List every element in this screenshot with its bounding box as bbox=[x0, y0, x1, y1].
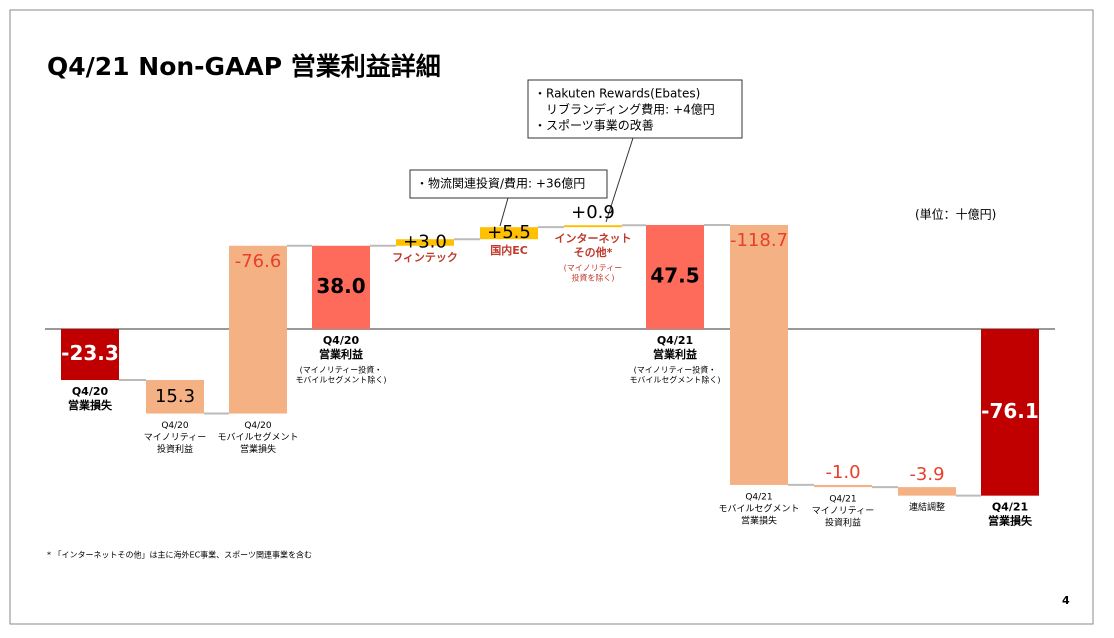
value-label: +0.9 bbox=[571, 202, 615, 223]
annotation-box bbox=[527, 79, 743, 139]
value-label: -118.7 bbox=[730, 230, 788, 251]
value-label: -23.3 bbox=[61, 341, 119, 365]
category-label: Q4/21 bbox=[745, 492, 772, 502]
value-label: -76.1 bbox=[981, 399, 1039, 423]
value-label: 15.3 bbox=[155, 386, 195, 407]
callout-line bbox=[499, 197, 509, 227]
category-label: 営業損失 bbox=[68, 398, 113, 412]
bar bbox=[146, 380, 204, 414]
value-label: -76.6 bbox=[235, 251, 282, 272]
category-label: モバイルセグメント bbox=[718, 502, 799, 514]
category-label: 営業利益 bbox=[319, 347, 363, 361]
bar bbox=[814, 484, 872, 488]
bar bbox=[61, 329, 119, 381]
footnote: * 「インターネットその他」は主に海外EC事業、スポーツ関連事業を含む bbox=[47, 550, 312, 560]
value-label: 47.5 bbox=[650, 263, 699, 287]
value-label: +5.5 bbox=[487, 222, 531, 243]
category-label: 営業利益 bbox=[653, 347, 697, 361]
category-label: Q4/20 bbox=[323, 334, 360, 347]
category-label: 営業損失 bbox=[741, 514, 777, 526]
category-note: (マイノリティー bbox=[564, 264, 623, 273]
category-note: (マイノリティー投資・ bbox=[634, 365, 717, 375]
callout-line bbox=[605, 137, 634, 223]
category-label: Q4/20 bbox=[244, 421, 272, 431]
bar bbox=[480, 227, 538, 240]
category-label: その他* bbox=[574, 245, 613, 259]
category-label: 投資利益 bbox=[825, 517, 861, 529]
category-label: Q4/20 bbox=[72, 385, 109, 398]
category-label: モバイルセグメント bbox=[217, 431, 298, 443]
frame bbox=[9, 9, 1094, 625]
value-label: 38.0 bbox=[316, 274, 365, 298]
category-label: Q4/21 bbox=[657, 334, 693, 347]
chart-title: Q4/21 Non-GAAP 営業利益詳細 bbox=[47, 52, 441, 81]
unit-label: (単位：十億円) bbox=[915, 207, 996, 222]
bar bbox=[646, 224, 704, 329]
category-label: マイノリティー bbox=[144, 432, 206, 443]
category-label: 投資利益 bbox=[157, 443, 193, 455]
value-label: +3.0 bbox=[403, 231, 447, 252]
annotation-box bbox=[409, 169, 608, 199]
category-label: 連結調整 bbox=[909, 501, 945, 513]
category-note: モバイルセグメント除く) bbox=[629, 375, 720, 385]
category-label: 国内EC bbox=[490, 243, 528, 257]
category-label: インターネット bbox=[555, 232, 632, 245]
category-note: (マイノリティー投資・ bbox=[300, 365, 383, 375]
category-label: 営業損失 bbox=[240, 443, 276, 455]
bar bbox=[312, 245, 370, 329]
annotation-text: ・物流関連投資/費用: +36億円 bbox=[416, 176, 585, 191]
category-label: Q4/21 bbox=[829, 495, 856, 505]
bar bbox=[229, 245, 287, 414]
category-label: Q4/20 bbox=[161, 421, 189, 431]
category-note: 投資を除く) bbox=[571, 273, 614, 283]
annotation-text: リブランディング費用: +4億円 bbox=[546, 102, 715, 117]
category-note: モバイルセグメント除く) bbox=[295, 375, 386, 385]
category-label: マイノリティー bbox=[812, 506, 874, 517]
page-number: 4 bbox=[1062, 594, 1070, 607]
bar bbox=[981, 329, 1039, 496]
category-label: フィンテック bbox=[392, 251, 458, 264]
bar bbox=[564, 225, 622, 228]
annotation-text: ・Rakuten Rewards(Ebates) bbox=[534, 87, 700, 101]
value-label: -1.0 bbox=[825, 462, 860, 483]
category-label: Q4/21 bbox=[992, 501, 1028, 514]
annotation-text: ・スポーツ事業の改善 bbox=[534, 118, 654, 133]
category-label: 営業損失 bbox=[988, 514, 1033, 528]
value-label: -3.9 bbox=[909, 464, 944, 485]
bar bbox=[730, 224, 788, 485]
bar bbox=[396, 239, 454, 246]
bar bbox=[898, 487, 956, 496]
